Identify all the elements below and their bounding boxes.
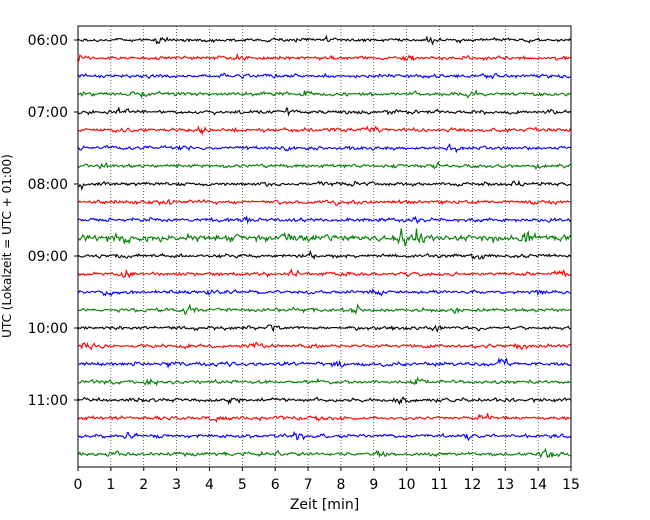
traces bbox=[77, 34, 572, 459]
trace-line bbox=[77, 357, 572, 370]
x-tick-label: 3 bbox=[172, 477, 181, 493]
y-tick-label: 08:00 bbox=[28, 177, 68, 193]
trace-line bbox=[77, 287, 572, 297]
x-axis-label: Zeit [min] bbox=[290, 497, 359, 513]
trace-line bbox=[77, 303, 572, 316]
plot-frame bbox=[77, 25, 572, 468]
y-axis-label: UTC (Lokalzeit = UTC + 01:00) bbox=[0, 154, 14, 338]
y-tick-label: 06:00 bbox=[28, 33, 68, 49]
trace-line bbox=[77, 179, 572, 191]
x-tick-label: 12 bbox=[463, 477, 481, 493]
trace-line bbox=[77, 396, 572, 406]
trace-line bbox=[77, 52, 572, 62]
y-tick-label: 11:00 bbox=[28, 393, 68, 409]
x-tick-label: 4 bbox=[205, 477, 214, 493]
x-tick-label: 15 bbox=[562, 477, 580, 493]
x-axis: 0 1 2 3 4 5 6 7 8 9 10 11 12 13 14 15 bbox=[74, 467, 580, 493]
trace-line bbox=[77, 324, 572, 333]
x-tick-label: 5 bbox=[238, 477, 247, 493]
trace-line bbox=[77, 228, 572, 247]
trace-line bbox=[77, 430, 572, 442]
trace-line bbox=[77, 89, 572, 99]
trace-line bbox=[77, 142, 572, 154]
x-tick-label: 11 bbox=[431, 477, 449, 493]
x-tick-label: 7 bbox=[304, 477, 313, 493]
y-tick-label: 07:00 bbox=[28, 105, 68, 121]
x-tick-label: 8 bbox=[336, 477, 345, 493]
x-tick-label: 6 bbox=[271, 477, 280, 493]
y-tick-label: 09:00 bbox=[28, 249, 68, 265]
trace-line bbox=[77, 34, 572, 46]
trace-line bbox=[77, 125, 572, 136]
trace-line bbox=[77, 267, 572, 279]
trace-line bbox=[77, 198, 572, 206]
trace-line bbox=[77, 72, 572, 80]
trace-line bbox=[77, 341, 572, 351]
x-tick-label: 14 bbox=[529, 477, 547, 493]
trace-line bbox=[77, 249, 572, 261]
x-tick-label: 0 bbox=[74, 477, 83, 493]
x-tick-label: 1 bbox=[106, 477, 115, 493]
y-axis: 06:00 07:00 08:00 09:00 10:00 11:00 bbox=[28, 33, 78, 409]
trace-line bbox=[77, 160, 572, 171]
trace-line bbox=[77, 107, 572, 117]
x-tick-label: 13 bbox=[496, 477, 514, 493]
y-tick-label: 10:00 bbox=[28, 321, 68, 337]
x-tick-label: 10 bbox=[398, 477, 416, 493]
trace-line bbox=[77, 376, 572, 387]
trace-line bbox=[77, 413, 572, 424]
x-tick-label: 2 bbox=[139, 477, 148, 493]
trace-line bbox=[77, 214, 572, 225]
trace-line bbox=[77, 447, 572, 459]
x-tick-label: 9 bbox=[369, 477, 378, 493]
